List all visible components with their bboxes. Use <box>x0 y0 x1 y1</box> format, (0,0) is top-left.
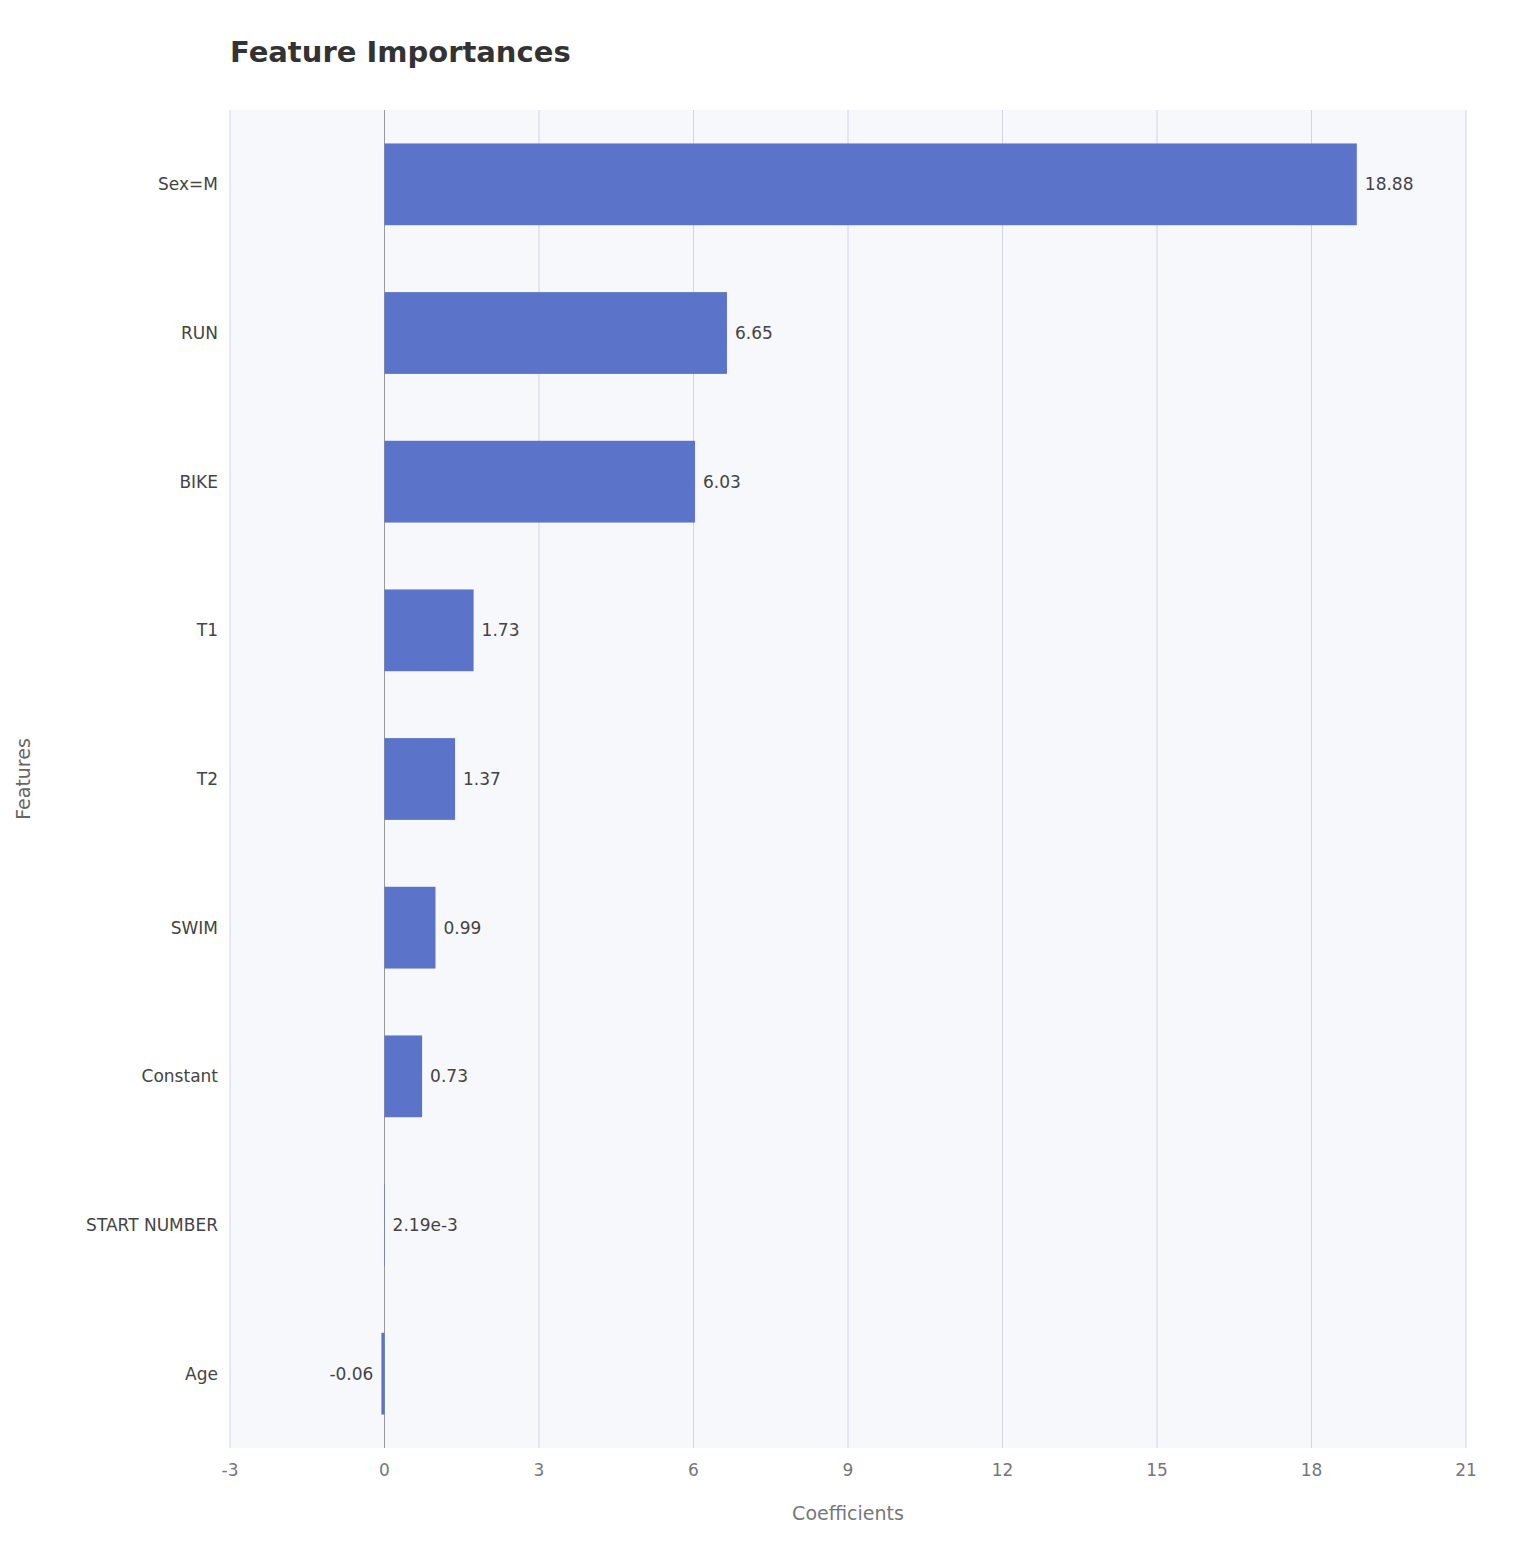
category-label: RUN <box>181 323 218 343</box>
grid-line <box>848 110 849 1448</box>
data-label: 0.73 <box>430 1066 468 1086</box>
category-label: SWIM <box>171 918 218 938</box>
tick-label: 3 <box>534 1460 545 1480</box>
grid-line <box>1311 110 1312 1448</box>
data-label: 6.03 <box>703 472 741 492</box>
bar <box>385 887 436 969</box>
tick-label: 18 <box>1301 1460 1323 1480</box>
category-labels: Sex=M RUN BIKE T1 T2 SWIM Constant START NUMBER… <box>86 174 218 1383</box>
bar <box>384 1184 386 1266</box>
category-label: Constant <box>142 1066 219 1086</box>
grid <box>230 110 1466 1448</box>
category-label: BIKE <box>179 472 218 492</box>
tick-label: -3 <box>222 1460 239 1480</box>
category-label: T1 <box>196 620 218 640</box>
data-label: 6.65 <box>735 323 773 343</box>
category-label: Sex=M <box>158 174 218 194</box>
grid-line <box>1002 110 1003 1448</box>
chart: -3 0 3 6 9 12 15 18 21 18.88 6.65 6.03 1.73 1.37 0.99 0… <box>0 0 1536 1568</box>
data-label: 1.73 <box>482 620 520 640</box>
background <box>0 0 1536 1568</box>
tick-label: 12 <box>992 1460 1014 1480</box>
tick-label: 15 <box>1146 1460 1168 1480</box>
data-label: 1.37 <box>463 769 501 789</box>
tick-label: 9 <box>843 1460 854 1480</box>
data-labels: 18.88 6.65 6.03 1.73 1.37 0.99 0.73 2.19e-3 -0.0… <box>329 174 1413 1383</box>
bar <box>385 441 696 523</box>
bar <box>385 143 1357 225</box>
tick-label: 6 <box>688 1460 699 1480</box>
data-label: -0.06 <box>329 1364 373 1384</box>
bar <box>385 1035 423 1117</box>
data-label: 0.99 <box>443 918 481 938</box>
plot-area <box>230 110 1466 1448</box>
x-axis-label: Coefficients <box>792 1502 904 1524</box>
tick-labels: -3 0 3 6 9 12 15 18 21 <box>222 1460 1477 1480</box>
grid-line <box>230 110 231 1448</box>
y-axis-label: Features <box>12 738 34 820</box>
category-label: T2 <box>196 769 218 789</box>
grid-line <box>1466 110 1467 1448</box>
tick-label: 21 <box>1455 1460 1477 1480</box>
title: Feature Importances <box>230 35 571 69</box>
bars <box>381 143 1356 1414</box>
bar <box>385 292 727 374</box>
data-label: 2.19e-3 <box>393 1215 458 1235</box>
bar <box>385 589 474 671</box>
tick-label: 0 <box>379 1460 390 1480</box>
bar <box>385 738 456 820</box>
bar <box>381 1333 384 1415</box>
category-label: Age <box>185 1364 218 1384</box>
category-label: START NUMBER <box>86 1215 218 1235</box>
grid-line <box>1157 110 1158 1448</box>
data-label: 18.88 <box>1365 174 1414 194</box>
